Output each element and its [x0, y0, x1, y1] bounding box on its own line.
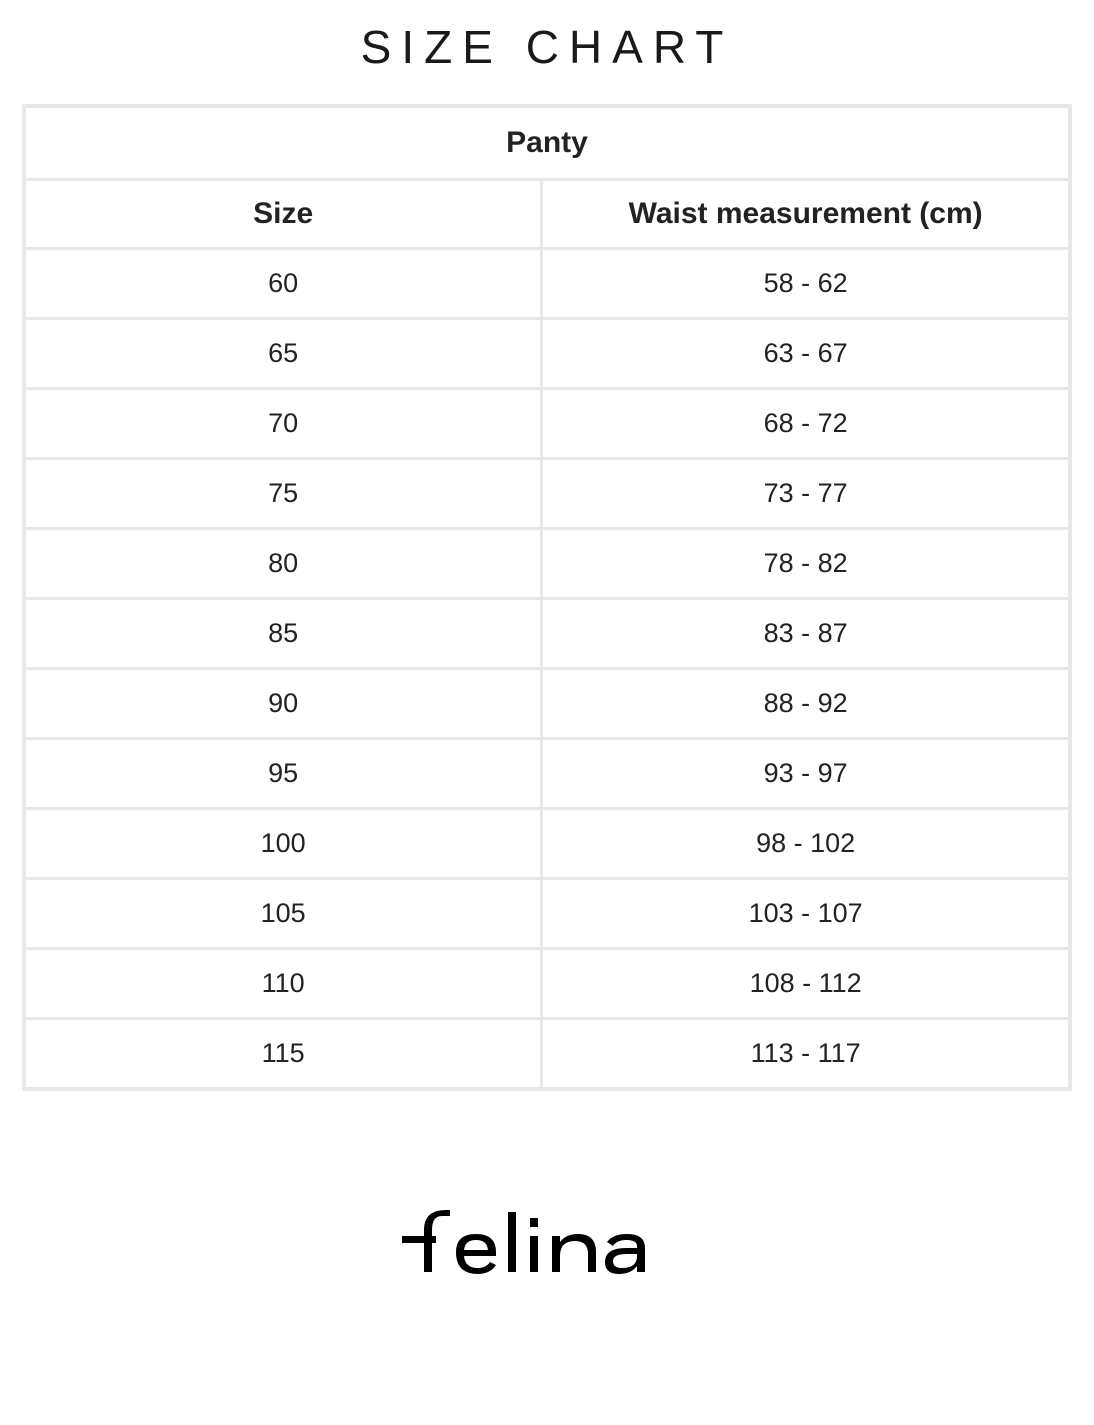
- table-row: 6058 - 62: [26, 250, 1068, 317]
- table-row: 6563 - 67: [26, 320, 1068, 387]
- column-header-size: Size: [26, 181, 540, 247]
- felina-logo-icon: [402, 1210, 692, 1280]
- cell-waist: 93 - 97: [543, 740, 1068, 807]
- table-row: 8078 - 82: [26, 530, 1068, 597]
- table-category-header: Panty: [26, 108, 1068, 178]
- cell-size: 100: [26, 810, 540, 877]
- cell-waist: 108 - 112: [543, 950, 1068, 1017]
- cell-size: 65: [26, 320, 540, 387]
- cell-size: 105: [26, 880, 540, 947]
- page-title: SIZE CHART: [0, 0, 1094, 104]
- cell-size: 110: [26, 950, 540, 1017]
- cell-size: 90: [26, 670, 540, 737]
- cell-size: 115: [26, 1020, 540, 1087]
- cell-size: 85: [26, 600, 540, 667]
- cell-waist: 98 - 102: [543, 810, 1068, 877]
- cell-size: 80: [26, 530, 540, 597]
- size-chart-table-wrap: Panty Size Waist measurement (cm) 6058 -…: [0, 104, 1094, 1091]
- table-columns-header-row: Size Waist measurement (cm): [26, 181, 1068, 247]
- cell-waist: 88 - 92: [543, 670, 1068, 737]
- table-row: 9088 - 92: [26, 670, 1068, 737]
- table-row: 105103 - 107: [26, 880, 1068, 947]
- table-body: 6058 - 62 6563 - 67 7068 - 72 7573 - 77 …: [26, 250, 1068, 1087]
- cell-size: 70: [26, 390, 540, 457]
- brand-logo: [0, 1210, 1094, 1285]
- cell-waist: 63 - 67: [543, 320, 1068, 387]
- cell-waist: 113 - 117: [543, 1020, 1068, 1087]
- table-row: 115113 - 117: [26, 1020, 1068, 1087]
- cell-waist: 83 - 87: [543, 600, 1068, 667]
- table-row: 110108 - 112: [26, 950, 1068, 1017]
- size-chart-table: Panty Size Waist measurement (cm) 6058 -…: [22, 104, 1072, 1091]
- table-row: 10098 - 102: [26, 810, 1068, 877]
- cell-size: 75: [26, 460, 540, 527]
- table-row: 9593 - 97: [26, 740, 1068, 807]
- cell-waist: 68 - 72: [543, 390, 1068, 457]
- table-row: 7068 - 72: [26, 390, 1068, 457]
- column-header-waist: Waist measurement (cm): [543, 181, 1068, 247]
- table-row: 8583 - 87: [26, 600, 1068, 667]
- cell-waist: 73 - 77: [543, 460, 1068, 527]
- cell-size: 60: [26, 250, 540, 317]
- table-row: 7573 - 77: [26, 460, 1068, 527]
- cell-waist: 103 - 107: [543, 880, 1068, 947]
- cell-waist: 58 - 62: [543, 250, 1068, 317]
- cell-size: 95: [26, 740, 540, 807]
- cell-waist: 78 - 82: [543, 530, 1068, 597]
- table-category-header-row: Panty: [26, 108, 1068, 178]
